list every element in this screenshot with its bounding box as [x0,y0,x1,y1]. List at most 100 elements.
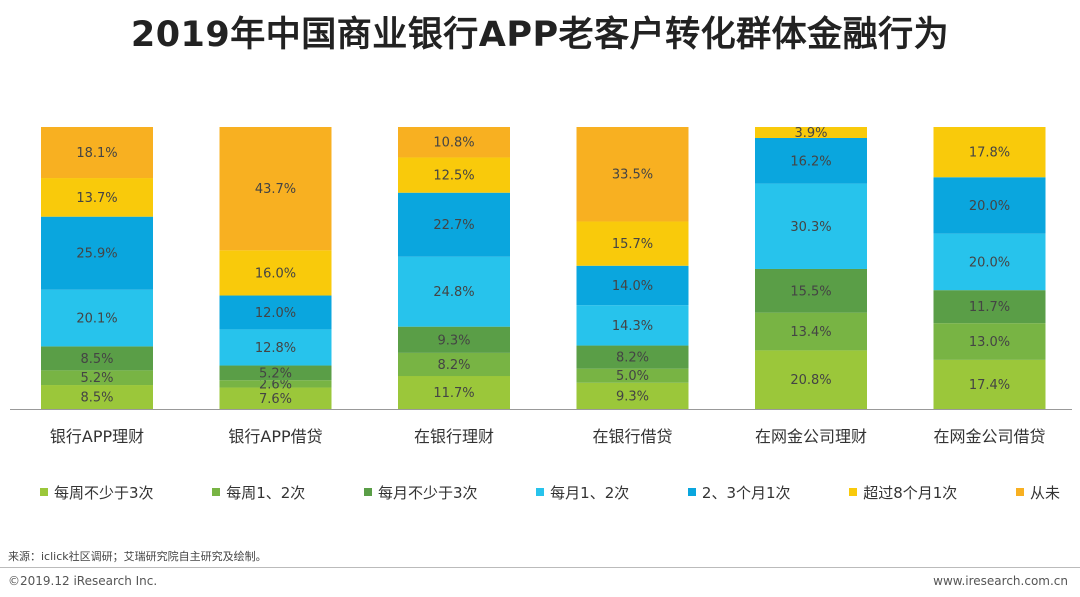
data-label: 24.8% [433,285,474,300]
bar-segment [755,183,867,269]
chart-legend: 每周不少于3次 每周1、2次 每月不少于3次 每月1、2次 2、3个月1次 超过8个月1次… [40,480,1060,504]
bar-segment [219,127,332,251]
legend-swatch [40,488,48,496]
bar-segment [41,178,153,217]
legend-item: 每周不少于3次 [40,482,154,503]
legend-swatch [536,488,545,496]
bar-segment [398,256,510,327]
data-label: 20.0% [969,255,1010,270]
data-label: 20.8% [790,373,831,388]
legend-item: 从未 [1015,482,1060,503]
data-label: 12.5% [433,169,474,184]
bar-segment [41,289,153,347]
data-label: 20.1% [76,312,117,327]
data-label: 15.5% [790,284,831,299]
bar-segment [755,127,867,138]
bar-segment [398,352,510,377]
data-label: 25.9% [76,247,117,262]
bar-segment [219,380,332,388]
legend-label: 每月不少于3次 [377,483,478,502]
data-label: 20.0% [969,199,1010,214]
website-text: www.iresearch.com.cn [933,574,1068,588]
data-label: 8.2% [437,358,470,373]
data-label: 15.7% [612,237,653,252]
bar-segment [219,329,332,366]
data-label: 14.0% [612,279,653,294]
legend-label: 2、3个月1次 [701,483,791,502]
data-label: 17.4% [969,378,1010,393]
bar-segment [933,359,1046,409]
data-label: 8.5% [80,352,113,367]
bar-segment [398,192,510,257]
category-label: 在银行借贷 [592,427,672,446]
bar-segment [576,345,689,369]
legend-label: 超过8个月1次 [863,483,958,502]
bar-segment [933,177,1046,234]
legend-item: 每月不少于3次 [363,482,478,503]
data-label: 2.6% [259,377,292,392]
data-label: 8.5% [80,391,113,406]
data-label: 8.2% [616,351,649,366]
data-label: 9.3% [616,389,649,404]
bar-segment [219,365,332,381]
data-label: 30.3% [790,220,831,235]
footer-divider [0,567,1080,568]
bar-segment [576,265,689,306]
category-label: 银行APP借贷 [228,427,322,446]
data-label: 14.3% [612,319,653,334]
bar-segment [219,295,332,330]
bar-segment [755,350,867,409]
data-label: 7.6% [259,392,292,407]
copyright-text: ©2019.12 iResearch Inc. [8,574,158,588]
data-label: 3.9% [794,126,827,141]
bar-segment [933,323,1046,360]
category-label: 在网金公司理财 [755,427,867,446]
legend-item: 每月1、2次 [536,482,629,503]
bar-segment [755,137,867,184]
legend-swatch [687,488,696,496]
category-label: 在银行理财 [414,427,494,446]
data-label: 22.7% [433,218,474,233]
bar-segment [41,346,153,371]
legend-item: 超过8个月1次 [849,482,957,503]
bar-segment [576,368,689,383]
bar-segment [933,233,1046,291]
legend-swatch [363,488,372,496]
bar-segment [755,268,867,313]
bar-segment [41,127,153,179]
legend-item: 每周1、2次 [212,482,305,503]
legend-label: 从未 [1029,483,1060,502]
legend-label: 每月1、2次 [550,483,630,502]
data-label: 11.7% [969,300,1010,315]
data-label: 33.5% [612,168,653,183]
bar-segment [219,387,332,409]
data-label: 17.8% [969,146,1010,161]
bar-segment [576,305,689,346]
category-label: 在网金公司借贷 [933,427,1045,446]
category-label: 银行APP理财 [50,427,144,446]
data-label: 5.2% [259,366,292,381]
bar-segment [398,127,510,158]
data-label: 12.8% [255,341,296,356]
data-label: 13.0% [969,335,1010,350]
bar-segment [398,157,510,193]
data-label: 16.2% [790,154,831,169]
bar-segment [576,382,689,409]
bar-segment [41,370,153,386]
legend-swatch [212,488,221,496]
legend-label: 每周不少于3次 [54,483,154,502]
bar-segment [933,290,1046,324]
bar-segment [219,250,332,296]
bar-segment [398,326,510,353]
data-label: 18.1% [76,146,117,161]
bar-segment [933,127,1046,178]
data-label: 5.2% [80,371,113,386]
data-label: 12.0% [255,306,296,321]
data-label: 10.8% [433,136,474,151]
data-label: 9.3% [437,333,470,348]
legend-swatch [1015,488,1024,496]
bar-segment [755,312,867,351]
source-note: 来源：iclick社区调研；艾瑞研究院自主研究及绘制。 [8,550,267,563]
chart-title: 2019年中国商业银行APP老客户转化群体金融行为 [130,15,950,55]
legend-label: 每周1、2次 [226,483,306,502]
